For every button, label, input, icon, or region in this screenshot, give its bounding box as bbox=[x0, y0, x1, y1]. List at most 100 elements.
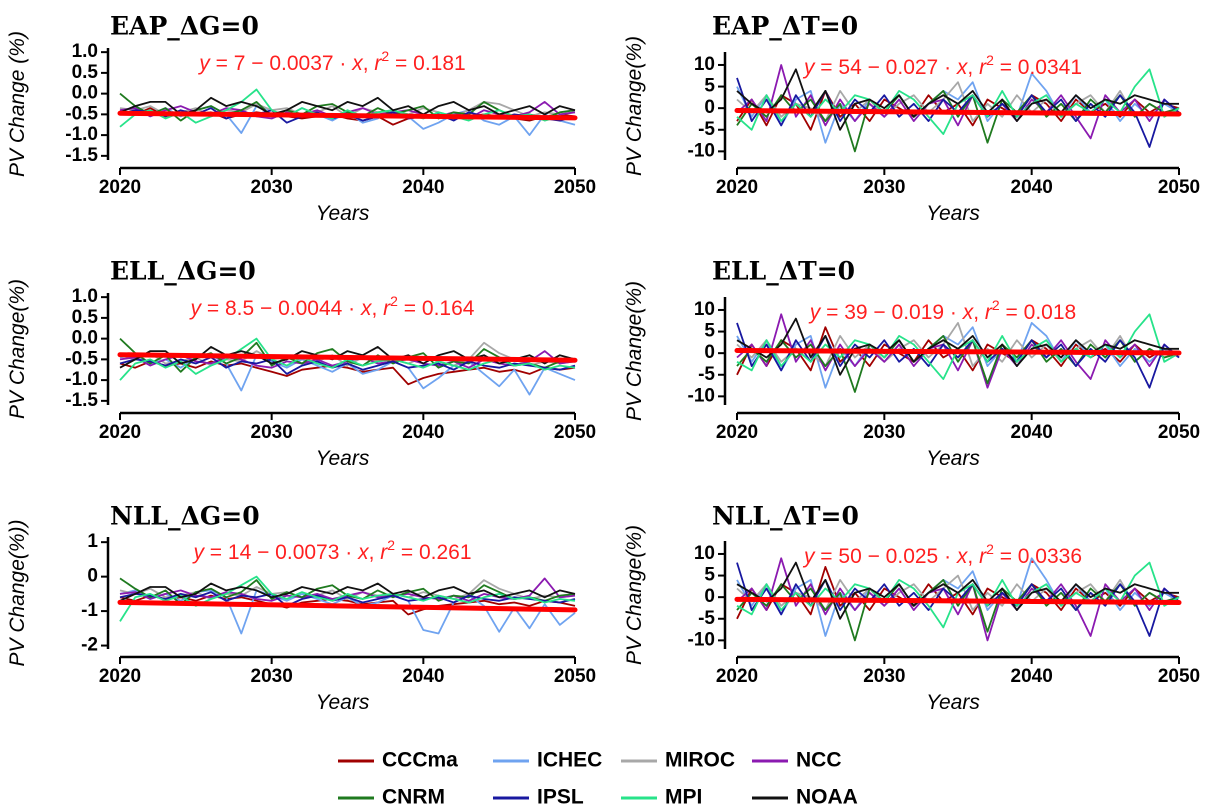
equation-superscript: 2 bbox=[390, 293, 398, 309]
regression-equation: y = 14 − 0.0073 · x, r2 = 0.261 bbox=[191, 537, 471, 564]
equation-part: , bbox=[967, 56, 979, 79]
x-tick-label: 2020 bbox=[99, 422, 141, 443]
y-tick-label: -5 bbox=[698, 364, 715, 385]
panel-title: NLL_ΔG=0 bbox=[110, 502, 260, 531]
equation-part: r bbox=[374, 52, 382, 75]
x-tick-label: 2030 bbox=[863, 666, 905, 687]
series-line-ncc bbox=[736, 557, 1180, 642]
trend-line bbox=[734, 347, 1182, 356]
series-line-cccma bbox=[119, 360, 576, 386]
equation-part: = 14 − 0.0073 · bbox=[204, 541, 358, 564]
series-line-mpi bbox=[119, 88, 576, 128]
equation-part: r bbox=[383, 297, 391, 320]
y-tick-label: -1 bbox=[81, 600, 98, 621]
legend: CCCma ICHEC MIROC NCC CNRM IPSL MPI NOAA bbox=[338, 749, 858, 808]
legend-label: MIROC bbox=[665, 749, 735, 772]
y-tick-label: 5 bbox=[704, 76, 715, 97]
y-tick-label: -1.5 bbox=[65, 145, 98, 166]
equation-superscript: 2 bbox=[387, 537, 395, 553]
legend-label: CNRM bbox=[382, 786, 445, 808]
y-tick-label: -5 bbox=[698, 608, 715, 629]
y-axis-label: PV Change(%) bbox=[623, 281, 646, 421]
series-line-ipsl bbox=[119, 356, 576, 375]
y-tick-label: -10 bbox=[688, 140, 715, 161]
equation-part: x bbox=[962, 301, 975, 324]
panel-title: EAP_ΔT=0 bbox=[712, 12, 858, 41]
x-tick-label: 2050 bbox=[554, 177, 596, 198]
y-tick-label: -1.0 bbox=[65, 369, 98, 390]
regression-equation: y = 39 − 0.019 · x, r2 = 0.018 bbox=[808, 297, 1076, 324]
y-tick-label: 0.5 bbox=[72, 307, 99, 328]
series-line-cnrm bbox=[736, 334, 1180, 393]
series-line-ichec bbox=[736, 557, 1180, 637]
equation-part: , bbox=[967, 545, 979, 568]
legend-item-miroc: MIROC bbox=[621, 749, 735, 772]
equation-part: = 0.261 bbox=[395, 541, 471, 564]
legend-label: NCC bbox=[796, 749, 842, 772]
x-tick-label: 2020 bbox=[99, 666, 141, 687]
equation-part: y bbox=[802, 56, 816, 79]
legend-item-cccma: CCCma bbox=[338, 749, 458, 772]
panel-title: NLL_ΔT=0 bbox=[712, 502, 859, 531]
x-axis-label: Years bbox=[926, 202, 980, 225]
series-line-cccma bbox=[119, 594, 576, 616]
series-line-noaa bbox=[119, 345, 576, 369]
equation-part: x bbox=[351, 52, 364, 75]
y-tick-label: -1.5 bbox=[65, 390, 98, 411]
y-tick-label: 10 bbox=[694, 543, 715, 564]
series-line-ipsl bbox=[119, 591, 576, 607]
y-axis-label: PV Change(%) bbox=[6, 279, 29, 419]
x-axis-label: Years bbox=[316, 447, 370, 470]
y-tick-label: 0.0 bbox=[72, 328, 98, 349]
x-tick-label: 2030 bbox=[863, 177, 905, 198]
y-tick-label: -0.5 bbox=[65, 348, 98, 369]
equation-part: = 54 − 0.027 · bbox=[814, 56, 956, 79]
panel-title: ELL_ΔG=0 bbox=[110, 257, 256, 286]
legend-item-ncc: NCC bbox=[752, 749, 842, 772]
equation-part: , bbox=[372, 297, 384, 320]
x-axis-label: Years bbox=[926, 691, 980, 714]
trend-line bbox=[734, 107, 1182, 117]
equation-part: y bbox=[191, 541, 205, 564]
equation-part: = 0.0341 bbox=[994, 56, 1082, 79]
x-tick-label: 2040 bbox=[402, 666, 444, 687]
trend-line bbox=[117, 599, 578, 613]
x-tick-label: 2030 bbox=[251, 177, 293, 198]
equation-part: , bbox=[369, 541, 381, 564]
equation-part: = 39 − 0.019 · bbox=[820, 301, 962, 324]
series-line-cnrm bbox=[119, 577, 576, 606]
x-tick-label: 2040 bbox=[1011, 177, 1053, 198]
x-tick-label: 2040 bbox=[402, 422, 444, 443]
equation-part: r bbox=[979, 56, 987, 79]
series-line-noaa bbox=[736, 561, 1179, 620]
x-tick-label: 2040 bbox=[1011, 666, 1053, 687]
equation-superscript: 2 bbox=[986, 52, 994, 68]
legend-item-cnrm: CNRM bbox=[338, 786, 445, 808]
equation-part: x bbox=[360, 297, 373, 320]
equation-part: r bbox=[979, 545, 987, 568]
x-tick-label: 2030 bbox=[251, 666, 293, 687]
y-tick-label: 0.0 bbox=[72, 83, 98, 104]
equation-part: y bbox=[808, 301, 822, 324]
y-tick-label: -2 bbox=[81, 635, 98, 656]
trend-line bbox=[117, 352, 578, 363]
y-tick-label: 1 bbox=[87, 531, 98, 552]
equation-part: = 7 − 0.0037 · bbox=[210, 52, 352, 75]
x-tick-label: 2040 bbox=[402, 177, 444, 198]
series-line-noaa bbox=[119, 96, 576, 116]
x-tick-label: 2020 bbox=[99, 177, 141, 198]
y-tick-label: 1.0 bbox=[72, 41, 98, 62]
x-axis-label: Years bbox=[926, 447, 980, 470]
x-tick-label: 2040 bbox=[1011, 422, 1053, 443]
y-tick-label: -1.0 bbox=[65, 124, 98, 145]
x-tick-label: 2030 bbox=[863, 422, 905, 443]
x-axis-label: Years bbox=[316, 202, 370, 225]
y-axis-label: PV Change(%)) bbox=[6, 519, 29, 666]
y-tick-label: 0.5 bbox=[72, 62, 99, 83]
regression-equation: y = 8.5 − 0.0044 · x, r2 = 0.164 bbox=[189, 293, 475, 320]
x-tick-label: 2020 bbox=[716, 422, 758, 443]
